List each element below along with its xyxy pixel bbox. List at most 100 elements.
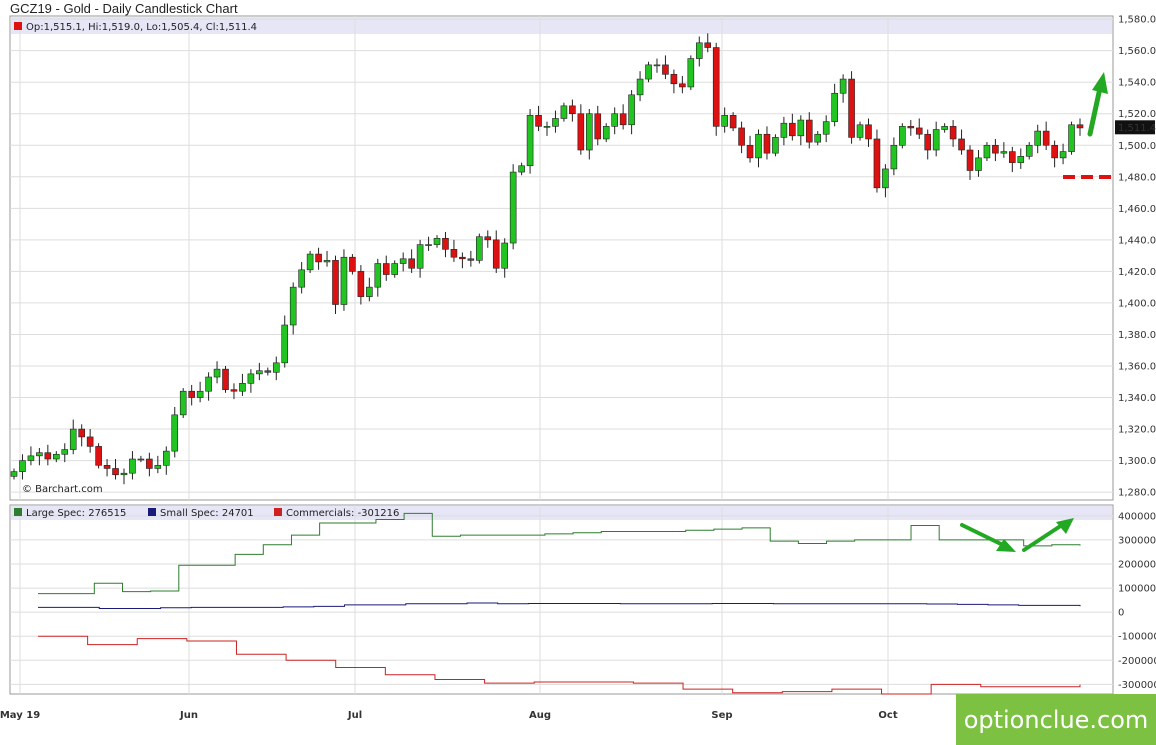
candle-body [509,171,517,244]
candle-body [1000,151,1008,154]
candle-body [848,78,855,138]
candle-body [586,113,593,151]
candle-body [36,452,43,457]
candle-body [1034,130,1041,146]
candle-body [594,113,602,140]
candle-body [738,127,745,146]
candle-body [543,126,551,128]
candle-body [721,115,728,127]
x-tick-label: Jul [347,710,362,721]
cot-tick-label: 200000 [1118,559,1156,570]
candle-body [501,242,508,269]
candle-body [484,236,492,241]
cot-legend-label: Small Spec: 24701 [160,508,254,519]
ohlc-label: Op:1,515.1, Hi:1,519.0, Lo:1,505.4, Cl:1… [26,22,257,33]
candle-body [628,94,635,126]
ohlc-swatch [14,22,22,30]
candle-body [695,42,703,59]
candle-body [399,258,407,264]
candle-body [763,133,771,154]
annotation-arrow-line [1087,85,1103,137]
price-tick-label: 1,460.0 [1118,204,1156,215]
candle-body [86,436,94,447]
candle-body [476,236,483,261]
candle-body [873,138,881,189]
price-tick-label: 1,440.0 [1118,235,1156,246]
cot-tick-label: 400000 [1118,511,1156,522]
candle-body [932,129,940,151]
candle-body [645,64,652,80]
candle-body [611,113,618,127]
candle-body [679,83,686,88]
candle-body [366,286,373,297]
candle-body [1017,156,1025,163]
candle-body [1076,124,1084,129]
cot-tick-label: -200000 [1118,656,1156,667]
candle-body [129,458,136,474]
candle-body [349,256,356,272]
cot-annotation-arrow-line [1022,523,1064,552]
candle-body [272,362,280,373]
cot-tick-label: -100000 [1118,632,1156,643]
candle-body [205,376,212,392]
candle-body [306,253,314,271]
chart-credit: © Barchart.com [22,484,103,495]
candle-body [323,260,331,263]
cot-header-band [11,506,1112,520]
cot-tick-label: -300000 [1118,680,1156,691]
candle-body [10,471,18,477]
last-price-tag-box [1115,120,1155,135]
candle-body [289,286,297,326]
candle-body [154,465,162,469]
candle-body [315,253,322,263]
candle-body [924,133,932,151]
candle-body [569,105,576,115]
candle-body [95,446,102,466]
price-header-band [11,17,1112,34]
candle-body [171,414,179,452]
candle-body [636,78,644,96]
cot-series-line [38,602,1081,610]
candle-body [256,370,263,375]
candle-body [357,271,365,297]
cot-annotation-arrow-head [1056,518,1074,534]
candle-body [941,126,948,130]
candle-body [839,78,847,94]
cot-series-line [38,635,1081,695]
candle-body [518,165,525,173]
candle-body [239,383,246,392]
price-tick-label: 1,360.0 [1118,361,1156,372]
candle-body [755,133,762,159]
candle-body [890,144,898,170]
candle-body [577,113,585,151]
candle-body [78,428,85,438]
price-tick-label: 1,580.0 [1118,15,1156,26]
candle-body [120,472,128,476]
cot-series-line [38,512,1081,595]
candle-body [687,58,695,88]
candle-body [966,149,974,171]
candle-body [907,126,915,129]
candle-body [949,126,957,140]
candle-body [915,127,923,135]
price-tick-label: 1,400.0 [1118,298,1156,309]
x-tick-label: Aug [529,710,551,721]
x-tick-label: Sep [711,710,732,721]
price-panel [9,15,1114,501]
candle-body [526,115,534,167]
candle-body [1051,144,1058,159]
candle-body [560,105,568,119]
candle-body [416,244,424,269]
candle-body [332,260,339,305]
candle-body [805,119,813,143]
x-tick-label: May 19 [0,710,40,721]
candle-body [179,390,187,416]
cot-legend-label: Commercials: -301216 [286,508,399,519]
price-tick-label: 1,280.0 [1118,488,1156,499]
candle-body [729,115,737,129]
candle-body [222,368,229,390]
candle-body [112,468,119,476]
candle-body [602,126,610,140]
candle-body [264,370,272,373]
cot-tick-label: 100000 [1118,584,1156,595]
